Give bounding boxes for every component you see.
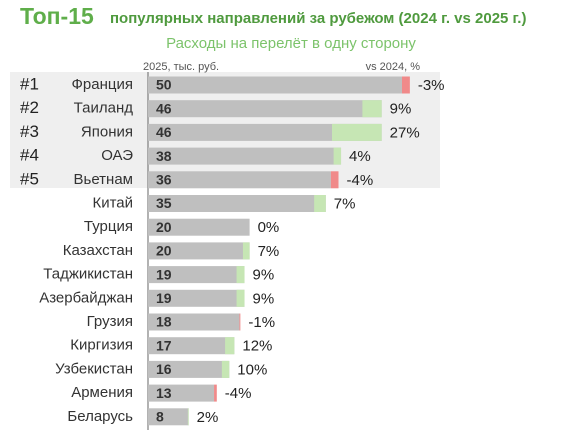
bar [148,195,326,212]
bar [148,242,250,260]
change-label: 9% [253,267,275,284]
change-label: -4% [347,172,374,189]
change-label: 12% [242,338,272,355]
value-label: 13 [156,385,172,401]
change-label: 27% [390,124,420,141]
value-label: 8 [156,409,164,425]
chart-title: Топ-15 [20,3,94,29]
bar [148,218,250,236]
change-segment [402,76,410,94]
bar [148,289,245,307]
bar [148,360,230,378]
category-label: Азербайджан [39,289,133,306]
chart-subtitle: Расходы на перелёт в одну сторону [166,35,416,52]
change-segment [333,147,342,165]
category-label: Турция [84,218,133,235]
bar [148,313,240,331]
value-label: 50 [156,77,172,93]
value-label: 20 [156,219,172,235]
change-segment [242,242,250,260]
category-label: Таджикистан [43,266,133,283]
rank-label: #4 [20,146,39,165]
category-label: Грузия [87,313,133,330]
bar [148,123,382,141]
value-label: 19 [156,266,172,282]
value-label: 46 [156,100,172,116]
rank-label: #3 [20,122,39,141]
change-label: 10% [237,361,267,378]
change-segment [187,408,189,426]
change-label: 9% [390,101,412,118]
value-label: 17 [156,337,172,353]
value-label: 19 [156,290,172,306]
chart-title-rest: популярных направлений за рубежом (2024 … [110,10,526,27]
change-segment [236,266,245,284]
value-label: 38 [156,148,172,164]
category-label: Казахстан [63,242,133,259]
rank-label: #5 [20,169,39,188]
category-label: ОАЭ [101,147,133,164]
change-label: 2% [197,409,219,426]
change-segment [221,360,230,378]
value-label: 36 [156,172,172,188]
category-label: Вьетнам [74,171,133,188]
category-label: Япония [81,123,133,140]
bar [148,384,215,402]
change-label: -3% [418,77,445,94]
category-label: Китай [92,194,133,211]
change-label: -4% [225,385,252,402]
legend-entry: 2025, тыс. руб. [143,61,219,73]
change-segment [225,337,235,355]
change-segment [362,100,382,118]
bar [148,76,402,94]
value-label: 18 [156,314,172,330]
change-segment [214,384,217,402]
change-segment [314,195,326,212]
category-label: Киргизия [70,337,133,354]
change-label: -1% [248,314,275,331]
bar [148,408,189,426]
change-segment [332,123,382,141]
bar [148,147,342,165]
change-segment [239,313,241,331]
rank-label: #2 [20,98,39,117]
change-segment [330,171,339,189]
change-label: 7% [334,195,356,212]
value-label: 35 [156,195,172,211]
category-label: Франция [72,76,133,93]
bar [148,337,235,355]
change-label: 0% [258,219,280,236]
category-label: Армения [71,384,133,401]
change-label: 9% [253,290,275,307]
category-label: Беларусь [67,408,133,425]
bar [148,171,331,189]
change-label: 7% [258,243,280,260]
rank-label: #1 [20,74,39,93]
category-label: Узбекистан [55,360,133,377]
change-segment [236,289,245,307]
value-label: 16 [156,361,172,377]
bar [148,100,382,118]
category-label: Таиланд [74,100,134,117]
change-label: 4% [349,148,371,165]
value-label: 20 [156,243,172,259]
legend-entry: vs 2024, % [366,61,421,73]
bar [148,266,245,284]
value-label: 46 [156,124,172,140]
